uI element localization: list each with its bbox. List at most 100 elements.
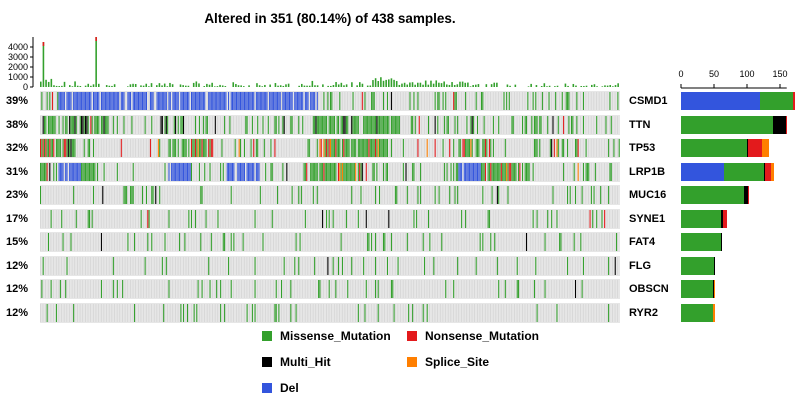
empty-cell — [318, 162, 319, 181]
mutation-cell — [348, 162, 350, 181]
mutation-cell — [193, 139, 195, 157]
mutation-cell — [315, 115, 317, 134]
empty-cell — [612, 256, 613, 275]
mutation-cell — [581, 186, 583, 204]
empty-cell — [476, 233, 478, 251]
empty-cell — [537, 92, 539, 110]
empty-cell — [169, 162, 171, 181]
empty-cell — [193, 162, 195, 181]
empty-cell — [95, 303, 97, 322]
empty-cell — [349, 209, 351, 228]
mutation-cell — [77, 92, 79, 110]
empty-cell — [421, 209, 423, 228]
empty-cell — [363, 186, 364, 204]
empty-cell — [217, 115, 219, 134]
empty-cell — [413, 256, 415, 275]
empty-cell — [82, 233, 84, 251]
empty-cell — [347, 186, 348, 204]
empty-cell — [259, 256, 261, 275]
empty-cell — [349, 115, 351, 134]
empty-cell — [299, 256, 301, 275]
mutation-cell — [177, 162, 179, 181]
empty-cell — [384, 256, 385, 275]
mutation-cell — [402, 162, 404, 181]
empty-cell — [336, 233, 338, 251]
empty-cell — [392, 92, 393, 110]
empty-cell — [185, 280, 187, 298]
mutation-cell — [271, 92, 273, 110]
empty-cell — [341, 209, 343, 228]
empty-cell — [416, 139, 417, 157]
empty-cell — [257, 303, 258, 322]
empty-cell — [564, 92, 566, 110]
empty-cell — [307, 303, 309, 322]
empty-cell — [156, 139, 158, 157]
empty-cell — [593, 280, 595, 298]
empty-cell — [569, 92, 571, 110]
empty-cell — [498, 303, 499, 322]
empty-cell — [103, 303, 105, 322]
empty-cell — [365, 186, 367, 204]
empty-cell — [206, 209, 208, 228]
mutation-cell — [298, 186, 300, 204]
mutation-cell — [371, 139, 373, 157]
mutation-cell — [90, 115, 92, 134]
mutation-cell — [319, 162, 321, 181]
mutation-cell — [41, 280, 43, 298]
empty-cell — [153, 139, 155, 157]
empty-cell — [405, 280, 407, 298]
mutation-cell — [343, 139, 345, 157]
legend-item: Nonsense_Mutation — [407, 328, 547, 344]
empty-cell — [90, 139, 91, 157]
empty-cell — [53, 209, 54, 228]
empty-cell — [185, 186, 187, 204]
mutation-cell — [396, 186, 398, 204]
mutation-cell — [569, 186, 571, 204]
empty-cell — [85, 233, 86, 251]
mutation-cell — [381, 115, 383, 134]
empty-cell — [143, 303, 144, 322]
mutation-cell — [243, 92, 245, 110]
mutation-cell — [100, 92, 102, 110]
empty-cell — [606, 139, 608, 157]
empty-cell — [421, 280, 423, 298]
mutation-cell — [173, 139, 175, 157]
mutation-cell — [104, 92, 106, 110]
mutation-cell — [51, 115, 53, 134]
empty-cell — [198, 280, 200, 298]
mutation-cell — [96, 115, 98, 134]
empty-cell — [447, 280, 449, 298]
empty-cell — [124, 209, 126, 228]
empty-cell — [349, 139, 351, 157]
mutation-cell — [316, 139, 318, 157]
empty-cell — [114, 233, 115, 251]
empty-cell — [169, 115, 171, 134]
empty-cell — [243, 280, 245, 298]
empty-cell — [381, 92, 383, 110]
mutation-cell — [229, 162, 231, 181]
mutation-cell — [345, 209, 347, 228]
empty-cell — [92, 209, 94, 228]
gene-track-cells — [40, 115, 619, 134]
empty-cell — [114, 115, 115, 134]
tmb-bar — [432, 83, 435, 87]
empty-cell — [577, 280, 579, 298]
mutation-cell — [189, 162, 191, 181]
empty-cell — [307, 280, 309, 298]
empty-cell — [161, 186, 163, 204]
mutation-cell — [306, 92, 308, 110]
empty-cell — [92, 280, 94, 298]
mutation-cell — [87, 162, 89, 181]
empty-cell — [529, 162, 531, 181]
empty-cell — [153, 186, 155, 204]
empty-cell — [582, 186, 584, 204]
mutation-cell — [330, 115, 332, 134]
empty-cell — [431, 303, 433, 322]
empty-cell — [339, 209, 340, 228]
empty-cell — [392, 256, 393, 275]
mutation-cell — [286, 162, 288, 181]
empty-cell — [90, 209, 91, 228]
empty-cell — [209, 115, 211, 134]
mutation-cell — [486, 139, 488, 157]
